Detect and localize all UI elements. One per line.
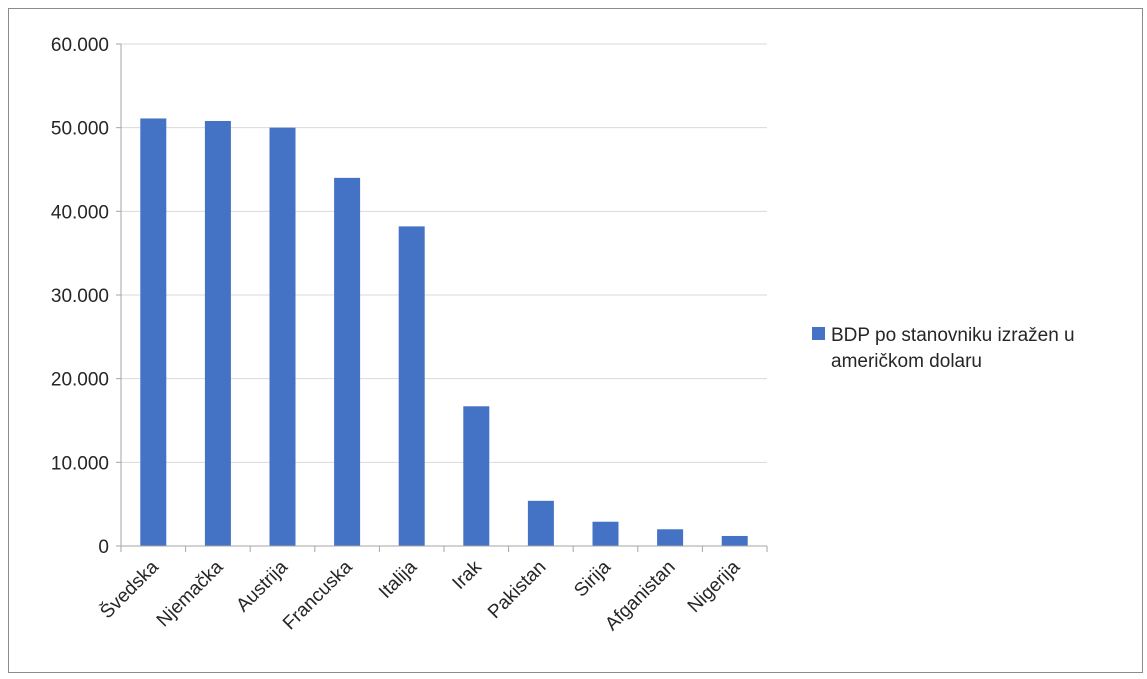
x-tick-label: Pakistan (484, 557, 550, 623)
bar (204, 120, 231, 547)
y-tick-label: 20.000 (51, 370, 109, 391)
chart-area: 0 10.000 20.000 30.000 40.000 50.000 60.000 Šv… (8, 8, 1143, 673)
legend-swatch (812, 327, 825, 340)
legend: BDP po stanovniku izražen u američkom do… (812, 325, 1080, 372)
axes (120, 44, 768, 552)
bar (527, 500, 554, 546)
bar (398, 226, 425, 547)
x-tick-label: Francuska (279, 556, 357, 634)
x-tick-label: Austrija (232, 556, 292, 616)
y-tick-label: 40.000 (51, 202, 109, 223)
y-tick-label: 60.000 (51, 35, 109, 56)
y-tick-label: 10.000 (51, 453, 109, 474)
x-tick-label: Italija (375, 556, 422, 603)
bar (334, 177, 361, 546)
bar (657, 529, 684, 546)
bar (463, 406, 490, 546)
x-tick-label: Irak (449, 556, 487, 594)
y-tick-labels: 0 10.000 20.000 30.000 40.000 50.000 60.000 (51, 35, 109, 558)
legend-label-line-2: američkom dolaru (831, 351, 982, 372)
legend-label-line-1: BDP po stanovniku izražen u (831, 325, 1075, 346)
x-tick-label: Švedska (96, 556, 163, 623)
bar (592, 521, 619, 546)
bar (269, 127, 296, 547)
x-tick-label: Sirija (570, 556, 615, 601)
x-tick-label: Afganistan (601, 557, 679, 635)
x-tick-label: Nigerija (684, 556, 745, 617)
y-tick-label: 50.000 (51, 119, 109, 140)
x-tick-label: Njemačka (153, 556, 228, 631)
bars (140, 118, 748, 547)
bar (721, 535, 748, 546)
legend-label: BDP po stanovniku izražen u američkom do… (831, 325, 1080, 372)
bar-chart: 0 10.000 20.000 30.000 40.000 50.000 60.000 Šv… (51, 35, 1080, 635)
bar (140, 118, 167, 547)
y-tick-label: 30.000 (51, 286, 109, 307)
y-tick-label: 0 (98, 537, 109, 558)
